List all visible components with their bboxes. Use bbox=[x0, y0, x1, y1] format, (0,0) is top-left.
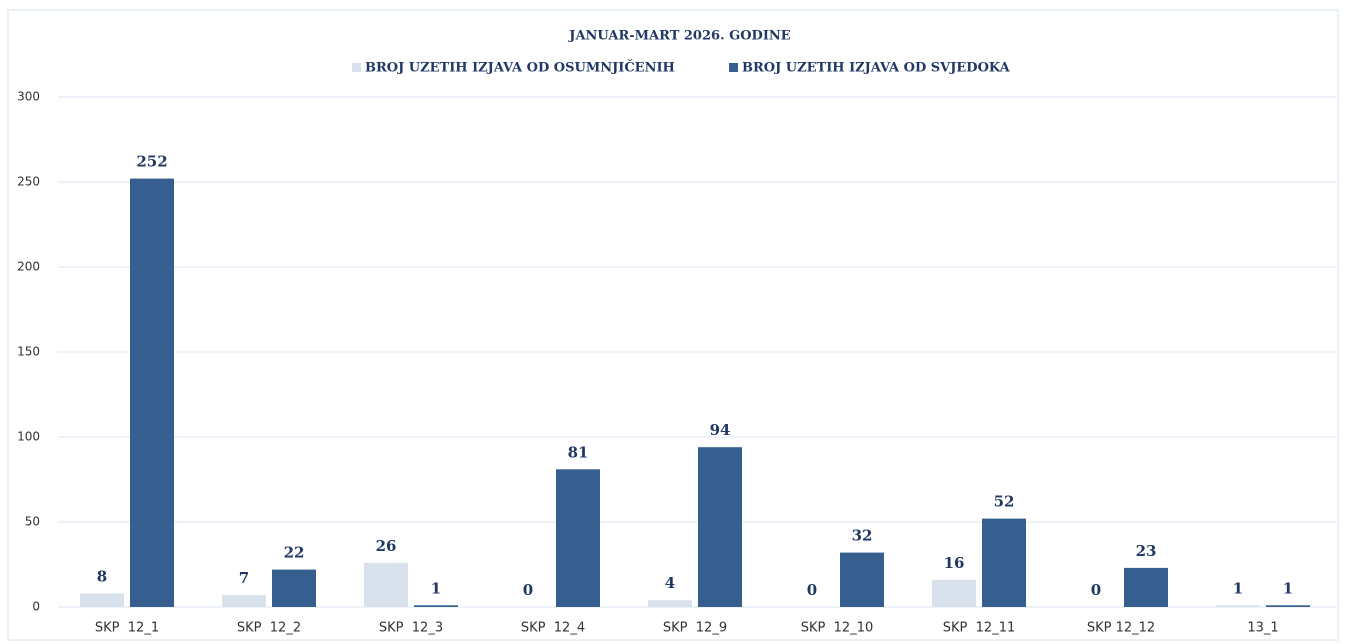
data-label: 1 bbox=[431, 579, 441, 597]
data-label: 23 bbox=[1136, 542, 1157, 560]
data-label: 0 bbox=[807, 581, 817, 599]
data-label: 0 bbox=[523, 581, 533, 599]
legend-swatch bbox=[729, 63, 738, 72]
y-tick-label: 0 bbox=[32, 600, 40, 614]
x-tick-label: 13_1 bbox=[1247, 621, 1278, 636]
bar bbox=[1216, 605, 1260, 607]
chart-title: JANUAR-MART 2026. GODINE bbox=[568, 29, 790, 44]
x-tick-label: SKP 12_1 bbox=[95, 621, 159, 636]
bar bbox=[556, 469, 600, 607]
data-label: 0 bbox=[1091, 581, 1101, 599]
data-label: 32 bbox=[852, 527, 873, 545]
bar bbox=[840, 552, 884, 607]
data-label: 26 bbox=[376, 537, 397, 555]
data-label: 1 bbox=[1233, 579, 1243, 597]
legend-label: BROJ UZETIH IZJAVA OD OSUMNJIČENIH bbox=[365, 59, 675, 76]
data-label: 52 bbox=[994, 493, 1015, 511]
bar bbox=[1266, 605, 1310, 607]
legend-label: BROJ UZETIH IZJAVA OD SVJEDOKA bbox=[742, 61, 1011, 76]
y-tick-label: 100 bbox=[17, 430, 40, 444]
bar bbox=[222, 595, 266, 607]
x-tick-label: SKP 12_2 bbox=[237, 621, 301, 636]
data-label: 1 bbox=[1283, 579, 1293, 597]
x-tick-label: SKP 12_9 bbox=[663, 621, 727, 636]
y-tick-label: 250 bbox=[17, 175, 40, 189]
data-label: 8 bbox=[97, 567, 107, 585]
x-tick-label: SKP 12_10 bbox=[801, 621, 873, 636]
data-label: 16 bbox=[944, 554, 965, 572]
y-tick-label: 50 bbox=[25, 515, 40, 529]
x-tick-label: SKP 12_3 bbox=[379, 621, 443, 636]
x-tick-label: SKP 12_4 bbox=[521, 621, 585, 636]
x-tick-label: SKP 12_11 bbox=[943, 621, 1015, 636]
bar bbox=[698, 447, 742, 607]
bar bbox=[272, 569, 316, 607]
bar bbox=[414, 605, 458, 607]
bar bbox=[982, 518, 1026, 607]
data-label: 252 bbox=[136, 153, 167, 171]
bar bbox=[932, 579, 976, 607]
data-label: 22 bbox=[284, 544, 305, 562]
bar bbox=[1124, 567, 1168, 607]
legend-swatch bbox=[352, 63, 361, 72]
bar bbox=[648, 600, 692, 607]
data-label: 7 bbox=[239, 569, 249, 587]
y-tick-label: 200 bbox=[17, 260, 40, 274]
chart-border bbox=[7, 9, 1339, 641]
y-tick-label: 300 bbox=[17, 90, 40, 104]
data-label: 94 bbox=[710, 421, 731, 439]
x-tick-label: SKP 12_12 bbox=[1087, 621, 1155, 636]
bar bbox=[130, 178, 174, 607]
y-tick-label: 150 bbox=[17, 345, 40, 359]
data-label: 4 bbox=[665, 574, 675, 592]
bar bbox=[364, 562, 408, 607]
data-label: 81 bbox=[568, 443, 589, 461]
bar bbox=[80, 593, 124, 607]
